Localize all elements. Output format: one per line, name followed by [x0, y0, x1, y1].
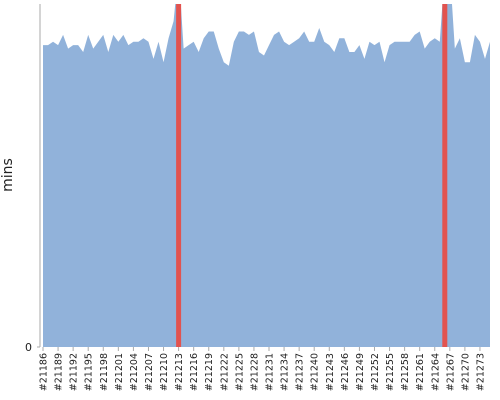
- x-tick-label: #21222: [219, 353, 230, 391]
- x-tick-label: #21219: [204, 353, 215, 391]
- x-tick-label: #21252: [370, 353, 381, 391]
- x-tick-label: #21264: [430, 353, 441, 391]
- y-tick-label: 0: [25, 341, 32, 354]
- x-tick-label: #21240: [310, 353, 321, 391]
- bar: [176, 4, 182, 347]
- x-tick-label: #21237: [295, 353, 306, 391]
- x-tick-label: #21210: [159, 353, 170, 391]
- x-tick-label: #21186: [39, 353, 50, 391]
- x-tick-label: #21189: [54, 353, 65, 391]
- x-tick-label: #21273: [475, 353, 486, 391]
- x-tick-label: #21249: [355, 353, 366, 391]
- y-axis-label: mins: [0, 158, 16, 192]
- x-tick-label: #21204: [129, 353, 140, 391]
- x-tick-label: #21192: [69, 353, 80, 391]
- x-tick-label: #21201: [114, 353, 125, 391]
- plot-area: [43, 4, 490, 347]
- x-tick-label: #21246: [340, 353, 351, 391]
- x-tick-label: #21267: [445, 353, 456, 391]
- x-tick-label: #21258: [400, 353, 411, 391]
- x-tick-label: #21216: [189, 353, 200, 391]
- x-tick-label: #21243: [325, 353, 336, 391]
- x-tick-label: #21198: [99, 353, 110, 391]
- x-tick-label: #21225: [234, 353, 245, 391]
- x-tick-label: #21234: [280, 353, 291, 391]
- x-tick-label: #21270: [460, 353, 471, 391]
- x-tick-label: #21231: [265, 353, 276, 391]
- x-tick-label: #21213: [174, 353, 185, 391]
- x-tick-label: #21261: [415, 353, 426, 391]
- x-tick-label: #21255: [385, 353, 396, 391]
- bar: [442, 4, 448, 347]
- x-tick-label: #21228: [249, 353, 260, 391]
- area: [43, 4, 490, 347]
- x-tick-label: #21195: [84, 353, 95, 391]
- x-tick-label: #21207: [144, 353, 155, 391]
